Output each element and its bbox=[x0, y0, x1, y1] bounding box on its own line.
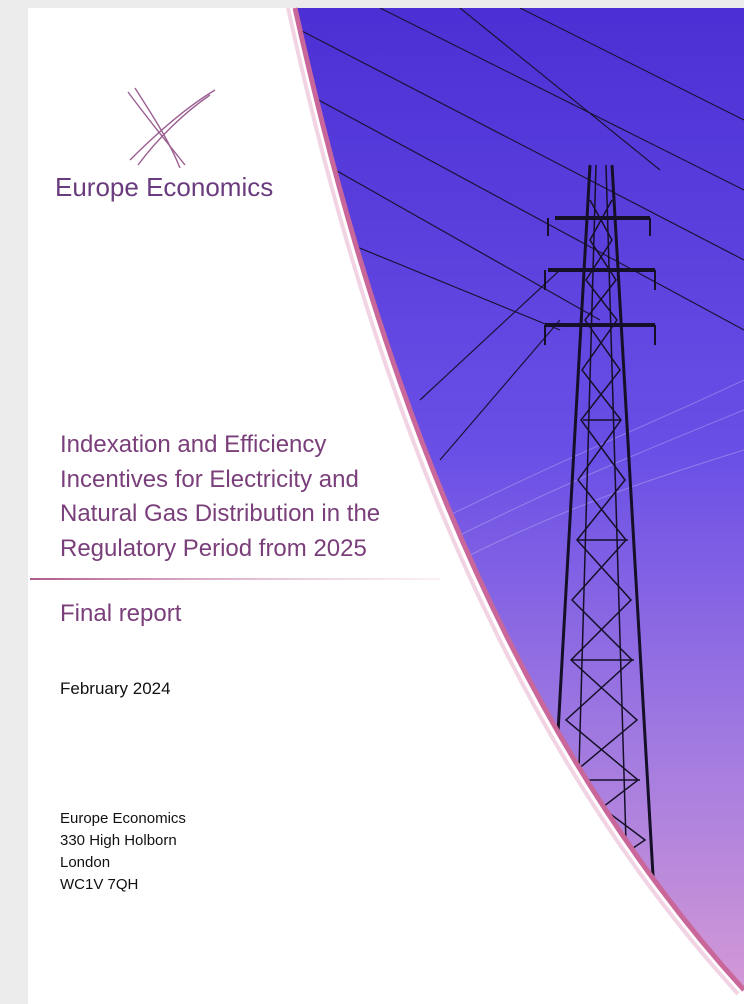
address-line: London bbox=[60, 854, 110, 871]
title-rule bbox=[30, 578, 440, 580]
date: February 2024 bbox=[60, 679, 171, 698]
title-line: Regulatory Period from 2025 bbox=[60, 535, 367, 562]
logo-mark bbox=[127, 87, 216, 169]
address-line: 330 High Holborn bbox=[60, 832, 177, 849]
title-line: Incentives for Electricity and bbox=[60, 466, 359, 493]
title-line: Natural Gas Distribution in the bbox=[60, 500, 380, 527]
address-line: WC1V 7QH bbox=[60, 876, 138, 893]
title-line: Indexation and Efficiency bbox=[60, 431, 326, 458]
address-line: Europe Economics bbox=[60, 810, 186, 827]
logo-text: Europe Economics bbox=[55, 172, 273, 202]
curve-edge-light bbox=[286, 7, 740, 996]
subtitle: Final report bbox=[60, 600, 182, 627]
curve-edge bbox=[292, 7, 744, 992]
